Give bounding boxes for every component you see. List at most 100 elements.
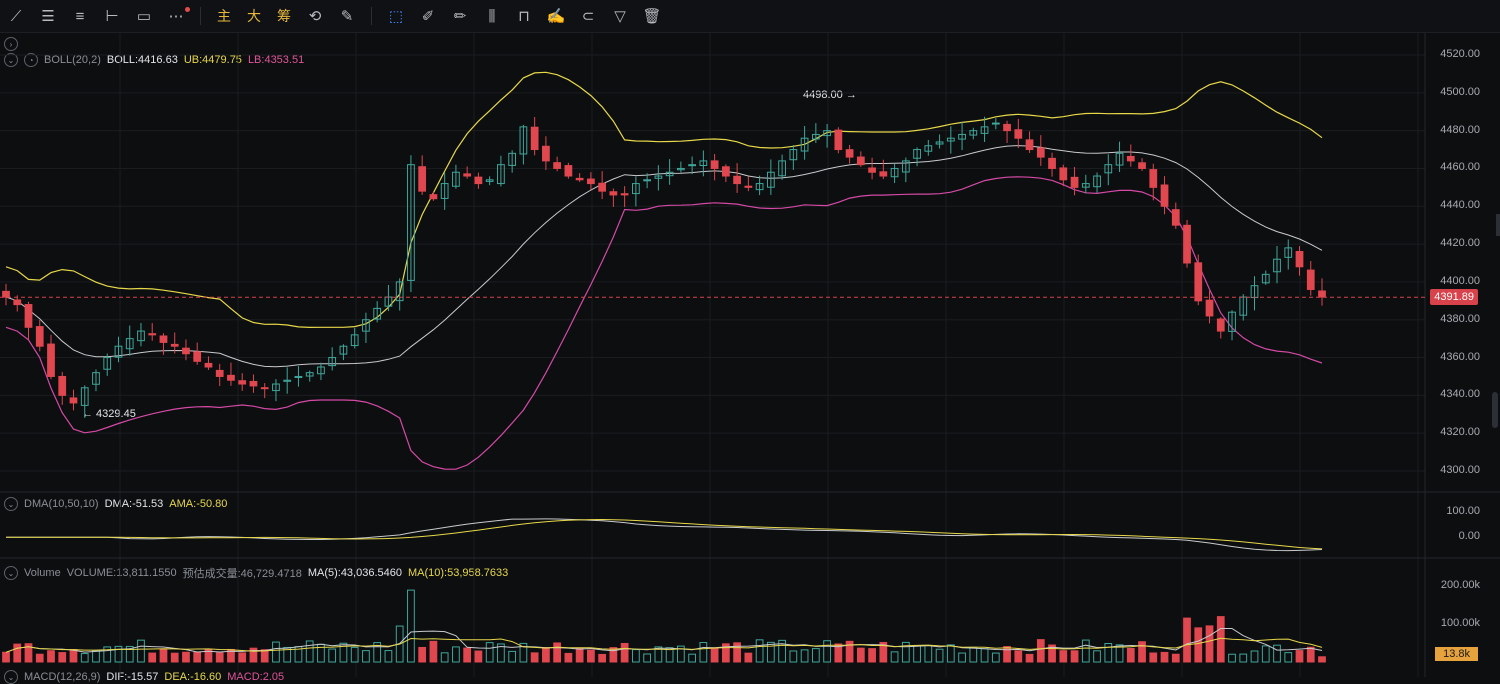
- candle-body: [1093, 175, 1101, 188]
- volume-bar: [272, 641, 280, 663]
- volume-name[interactable]: Volume: [24, 567, 61, 579]
- trend-line-icon[interactable]: ⟋: [10, 7, 22, 25]
- volume-bar: [755, 639, 764, 663]
- volume-bar: [114, 645, 123, 663]
- volume-bar: [418, 646, 427, 663]
- scroll-handle[interactable]: [1492, 392, 1498, 428]
- candle-body: [103, 357, 112, 370]
- volume-bar: [193, 651, 202, 663]
- candle-body: [789, 149, 798, 161]
- candle-body: [1194, 262, 1203, 302]
- magnet-icon[interactable]: ⊂: [581, 8, 595, 25]
- candlestick-chart[interactable]: [0, 33, 1500, 677]
- filter-icon[interactable]: ▽: [614, 8, 626, 25]
- candle-body: [407, 164, 415, 281]
- volume-bar: [1081, 639, 1090, 663]
- volume-value: VOLUME:13,811.1550: [66, 567, 177, 579]
- volume-bar: [58, 652, 67, 663]
- candle-body: [440, 183, 449, 199]
- volume-ma10-line: [5, 637, 1323, 653]
- candle-body: [339, 345, 348, 355]
- horizontal-ray-icon[interactable]: ⊢: [105, 8, 119, 25]
- volume-bar: [1093, 650, 1101, 663]
- fib-icon[interactable]: ⟲: [308, 8, 322, 25]
- volume-bar: [35, 653, 44, 663]
- volume-bar: [80, 653, 89, 663]
- edit-note-icon[interactable]: ✍: [546, 8, 566, 25]
- expand-chevron-icon[interactable]: ›: [4, 37, 18, 51]
- candle-body: [1104, 164, 1113, 174]
- candle-body: [204, 362, 213, 368]
- volume-bar: [609, 647, 618, 663]
- candle-body: [811, 133, 820, 140]
- candle-body: [632, 183, 640, 195]
- candle-body: [1138, 162, 1146, 169]
- low-annotation: ← 4329.45: [82, 408, 136, 420]
- candle-body: [227, 374, 235, 381]
- candle-body: [609, 191, 618, 196]
- candle-body: [215, 369, 224, 377]
- candles-icon[interactable]: ⫼: [488, 7, 496, 25]
- notification-dot: [185, 7, 190, 12]
- candle-body: [58, 375, 67, 396]
- price-tick-label: 4400.00: [1440, 274, 1480, 287]
- brush-icon[interactable]: ✏: [453, 8, 467, 25]
- candle-body: [834, 129, 843, 151]
- volume-bar: [879, 641, 888, 663]
- volume-bar: [924, 645, 933, 663]
- candle-body: [463, 173, 472, 177]
- dma-collapse-icon[interactable]: ⌄: [4, 497, 18, 511]
- price-tick-label: 4440.00: [1440, 199, 1480, 212]
- dma-tick-label: 0.00: [1458, 530, 1480, 543]
- volume-collapse-icon[interactable]: ⌄: [4, 566, 18, 580]
- drawing-toolbar: ⟋ ☰ ≡ ⊢ ▭ ⋯ 主大筹 ⟲ ✎ ⬚ ✐ ✏ ⫼ ⊓ ✍ ⊂ ▽ 🗑: [0, 0, 1500, 33]
- candle-body: [935, 141, 944, 145]
- candle-body: [283, 379, 292, 382]
- volume-bar: [429, 640, 438, 663]
- lock-icon[interactable]: ⊓: [518, 8, 530, 25]
- boll-name[interactable]: BOLL(20,2): [44, 54, 101, 66]
- candle-body: [373, 307, 382, 320]
- trash-icon[interactable]: 🗑: [642, 8, 662, 25]
- candle-body: [159, 335, 168, 343]
- ruler-icon[interactable]: ✐: [421, 8, 435, 25]
- bell-alert-icon[interactable]: ◔: [24, 53, 38, 67]
- side-panel-tab[interactable]: [1496, 214, 1500, 236]
- volume-bar: [654, 646, 663, 663]
- boll-header: ⌄ ◔ BOLL(20,2) BOLL:4416.63 UB:4479.75 L…: [4, 53, 304, 67]
- rectangle-icon[interactable]: ▭: [136, 8, 152, 25]
- volume-bar: [1126, 647, 1135, 663]
- volume-bar: [643, 653, 652, 663]
- volume-bar: [305, 640, 314, 663]
- indicator-toggle-2[interactable]: 筹: [277, 8, 291, 24]
- candle-body: [924, 145, 933, 152]
- indicator-toggle-0[interactable]: 主: [217, 8, 231, 24]
- candle-body: [260, 387, 269, 390]
- volume-bar: [125, 645, 134, 663]
- dma-name[interactable]: DMA(10,50,10): [24, 498, 99, 510]
- more-tools-icon[interactable]: ⋯: [160, 0, 192, 32]
- candle-body: [350, 334, 359, 347]
- volume-bar: [1205, 625, 1214, 663]
- volume-bar: [868, 648, 876, 663]
- collapse-chevron-icon[interactable]: ⌄: [4, 53, 18, 67]
- indicator-toggle-1[interactable]: 大: [247, 8, 261, 24]
- horizontal-lines-icon[interactable]: ☰: [41, 8, 55, 25]
- candle-body: [114, 345, 123, 358]
- price-tick-label: 4320.00: [1440, 426, 1480, 439]
- candle-body: [170, 343, 179, 347]
- volume-bar: [519, 642, 528, 663]
- parallel-lines-icon[interactable]: ≡: [75, 7, 85, 25]
- volume-tick-label: 200.00k: [1440, 579, 1480, 592]
- volume-bar: [69, 649, 78, 663]
- candle-body: [643, 179, 652, 182]
- volume-bar: [620, 642, 629, 663]
- volume-bar: [384, 650, 393, 663]
- cursor-select-icon[interactable]: ⬚: [388, 8, 404, 25]
- volume-bar: [890, 651, 899, 663]
- volume-bar: [1025, 653, 1034, 663]
- candle-body: [1036, 147, 1045, 158]
- candle-body: [429, 194, 438, 200]
- boll-middle-band: [5, 145, 1323, 368]
- measure-icon[interactable]: ✎: [340, 8, 354, 25]
